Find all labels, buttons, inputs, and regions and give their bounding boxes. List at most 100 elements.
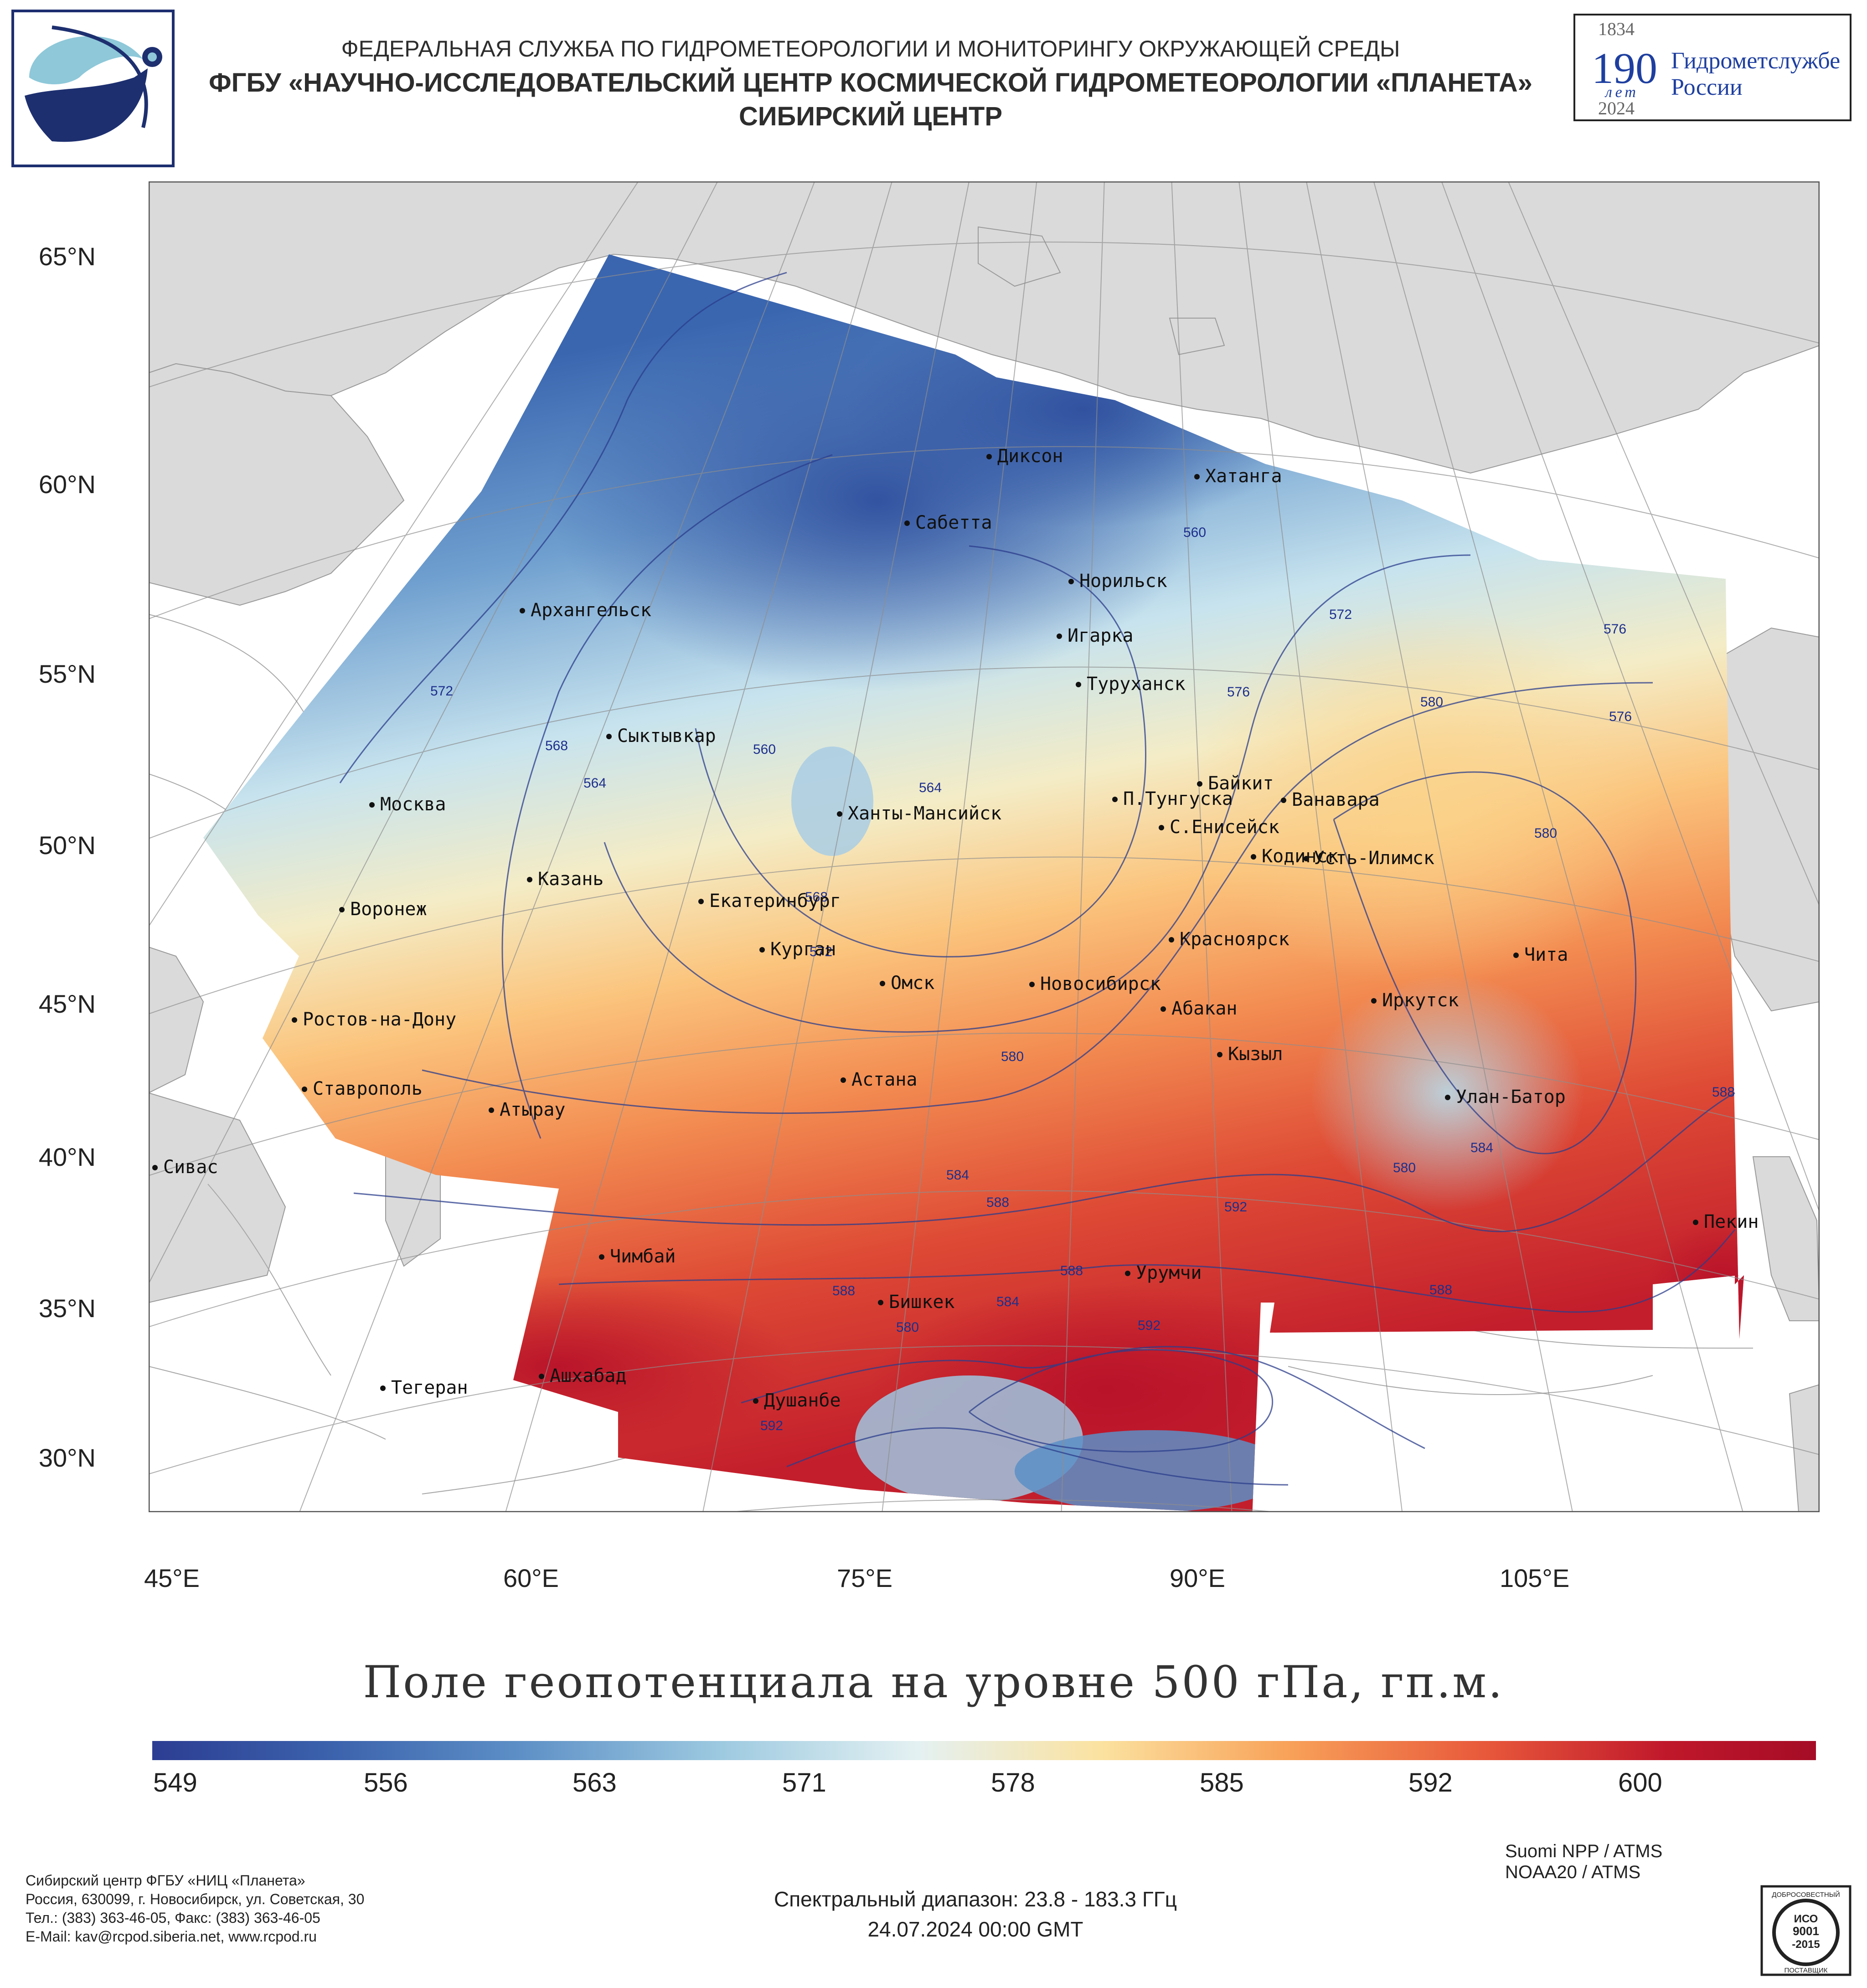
- contour-label: 576: [1604, 622, 1626, 637]
- colorbar: [152, 1741, 1816, 1760]
- city-label: Чита: [1524, 944, 1568, 965]
- contour-label: 584: [946, 1168, 969, 1183]
- iso-text-1: ИСО: [1794, 1913, 1818, 1925]
- colorbar-tick: 578: [991, 1768, 1035, 1797]
- anniversary-year-end: 2024: [1598, 98, 1635, 118]
- city-label: Тегеран: [391, 1377, 468, 1398]
- lat-label-65: 65°N: [38, 242, 96, 271]
- contour-label: 588: [1060, 1263, 1083, 1278]
- contour-labels: 572 568 564 560 564 568 572 560 572 576 …: [430, 525, 1735, 1433]
- contour-label: 568: [805, 890, 828, 905]
- footer-org-line: E-Mail: kav@rcpod.siberia.net, www.rcpod…: [26, 1928, 317, 1945]
- lat-label-60: 60°N: [38, 470, 96, 499]
- contour-label: 584: [1470, 1140, 1493, 1155]
- contour-label: 588: [1429, 1282, 1452, 1298]
- city-label: Улан-Батор: [1456, 1087, 1566, 1107]
- city-label: Душанбе: [764, 1390, 841, 1411]
- city-label: Сивас: [163, 1157, 218, 1178]
- city-label: Бишкек: [889, 1292, 955, 1313]
- city-label: Урумчи: [1136, 1262, 1202, 1283]
- city-label: Ашхабад: [550, 1365, 627, 1386]
- lat-label-35: 35°N: [38, 1294, 96, 1323]
- city-label: Диксон: [997, 446, 1063, 467]
- city-label: Ростов-на-Дону: [303, 1009, 456, 1030]
- city-label: Новосибирск: [1040, 973, 1161, 994]
- contour-label: 592: [1138, 1318, 1160, 1333]
- colorbar-tick: 549: [153, 1768, 197, 1797]
- contour-label: 580: [1534, 826, 1557, 841]
- city-label: Екатеринбург: [709, 891, 841, 912]
- city-label: Игарка: [1068, 625, 1134, 646]
- land-areas: [149, 181, 1820, 1512]
- contour-label: 588: [986, 1195, 1009, 1210]
- city-label: Усть-Илимск: [1314, 848, 1434, 869]
- lon-label-45: 45°E: [144, 1564, 200, 1592]
- footer-satellite-1: Suomi NPP / ATMS: [1505, 1841, 1663, 1861]
- city-label: Астана: [851, 1069, 918, 1090]
- contour-label: 580: [1393, 1160, 1416, 1175]
- city-label: Омск: [891, 973, 934, 994]
- city-label: С.Енисейск: [1170, 817, 1279, 838]
- anniversary-logo: 1834 190 лет Гидрометслужбе России 2024: [1573, 14, 1852, 121]
- lon-label-105: 105°E: [1500, 1564, 1570, 1592]
- colorbar-tick: 571: [782, 1768, 826, 1797]
- map-title: Поле геопотенциала на уровне 500 гПа, гп…: [363, 1657, 1504, 1708]
- colorbar-tick: 563: [572, 1768, 617, 1797]
- iso-text-3: -2015: [1792, 1938, 1820, 1951]
- city-label: Иркутск: [1382, 990, 1459, 1011]
- city-label: Байкит: [1208, 773, 1274, 794]
- contour-label: 560: [753, 742, 776, 757]
- anniversary-number: 190: [1592, 44, 1657, 93]
- contour-label: 572: [1329, 607, 1352, 622]
- contour-label: 576: [1227, 685, 1250, 700]
- anniversary-year-start: 1834: [1598, 19, 1635, 39]
- anniversary-years-word: лет: [1605, 84, 1639, 101]
- city-label: П.Тунгуска: [1123, 788, 1233, 809]
- contour-label: 572: [810, 944, 832, 959]
- lon-label-90: 90°E: [1170, 1564, 1226, 1592]
- city-label: Кызыл: [1228, 1044, 1283, 1065]
- footer-spectral: Спектральный диапазон: 23.8 - 183.3 ГГц: [774, 1887, 1177, 1911]
- contour-label: 592: [760, 1418, 783, 1433]
- city-label: Атырау: [500, 1099, 566, 1120]
- contour-label: 580: [896, 1320, 919, 1335]
- contour-label: 564: [583, 776, 606, 791]
- lat-label-30: 30°N: [38, 1443, 96, 1472]
- contour-label: 568: [545, 738, 568, 753]
- city-label: Сыктывкар: [617, 726, 716, 747]
- contour-lines: [339, 272, 1736, 1486]
- colorbar-tick: 556: [364, 1768, 408, 1797]
- header-center: ФГБУ «НАУЧНО-ИССЛЕДОВАТЕЛЬСКИЙ ЦЕНТР КОС…: [209, 68, 1532, 98]
- footer-satellite-2: NOAA20 / ATMS: [1505, 1862, 1641, 1882]
- city-label: Курган: [770, 939, 836, 960]
- planeta-logo: [11, 10, 175, 167]
- city-label: Абакан: [1171, 998, 1238, 1019]
- contour-label: 580: [1001, 1049, 1024, 1064]
- footer-org-line: Тел.: (383) 363-46-05, Факс: (383) 363-4…: [26, 1910, 320, 1926]
- city-label: Ставрополь: [313, 1078, 423, 1099]
- footer-org: Сибирский центр ФГБУ «НИЦ «Планета» Росс…: [26, 1871, 364, 1946]
- footer-org-line: Россия, 630099, г. Новосибирск, ул. Сове…: [26, 1891, 365, 1907]
- contour-label: 588: [1712, 1085, 1735, 1100]
- lat-label-40: 40°N: [38, 1143, 96, 1171]
- colorbar-tick: 600: [1618, 1768, 1662, 1797]
- anniversary-text-2: России: [1671, 74, 1743, 100]
- footer-datetime: 24.07.2024 00:00 GMT: [867, 1917, 1083, 1941]
- anniversary-text-1: Гидрометслужбе: [1671, 48, 1841, 74]
- colorbar-tick: 592: [1408, 1768, 1453, 1797]
- city-label: Ванавара: [1292, 789, 1380, 810]
- city-label: Казань: [538, 869, 604, 890]
- lat-label-45: 45°N: [38, 989, 96, 1018]
- contour-label: 588: [832, 1283, 855, 1298]
- city-label: Туруханск: [1087, 674, 1186, 695]
- city-label: Кодинск: [1262, 846, 1339, 867]
- city-label: Красноярск: [1180, 929, 1289, 950]
- contour-label: 564: [919, 780, 942, 795]
- footer-org-line: Сибирский центр ФГБУ «НИЦ «Планета»: [26, 1872, 305, 1889]
- contour-label: 580: [1420, 695, 1443, 710]
- iso-certificate-badge: ДОБРОСОВЕСТНЫЙ ИСО 9001 -2015 ПОСТАВЩИК: [1760, 1885, 1852, 1976]
- iso-top-text: ДОБРОСОВЕСТНЫЙ: [1772, 1890, 1840, 1899]
- lon-label-60: 60°E: [503, 1564, 559, 1592]
- contour-label: 576: [1609, 709, 1632, 724]
- city-label: Ханты-Мансийск: [848, 803, 1001, 824]
